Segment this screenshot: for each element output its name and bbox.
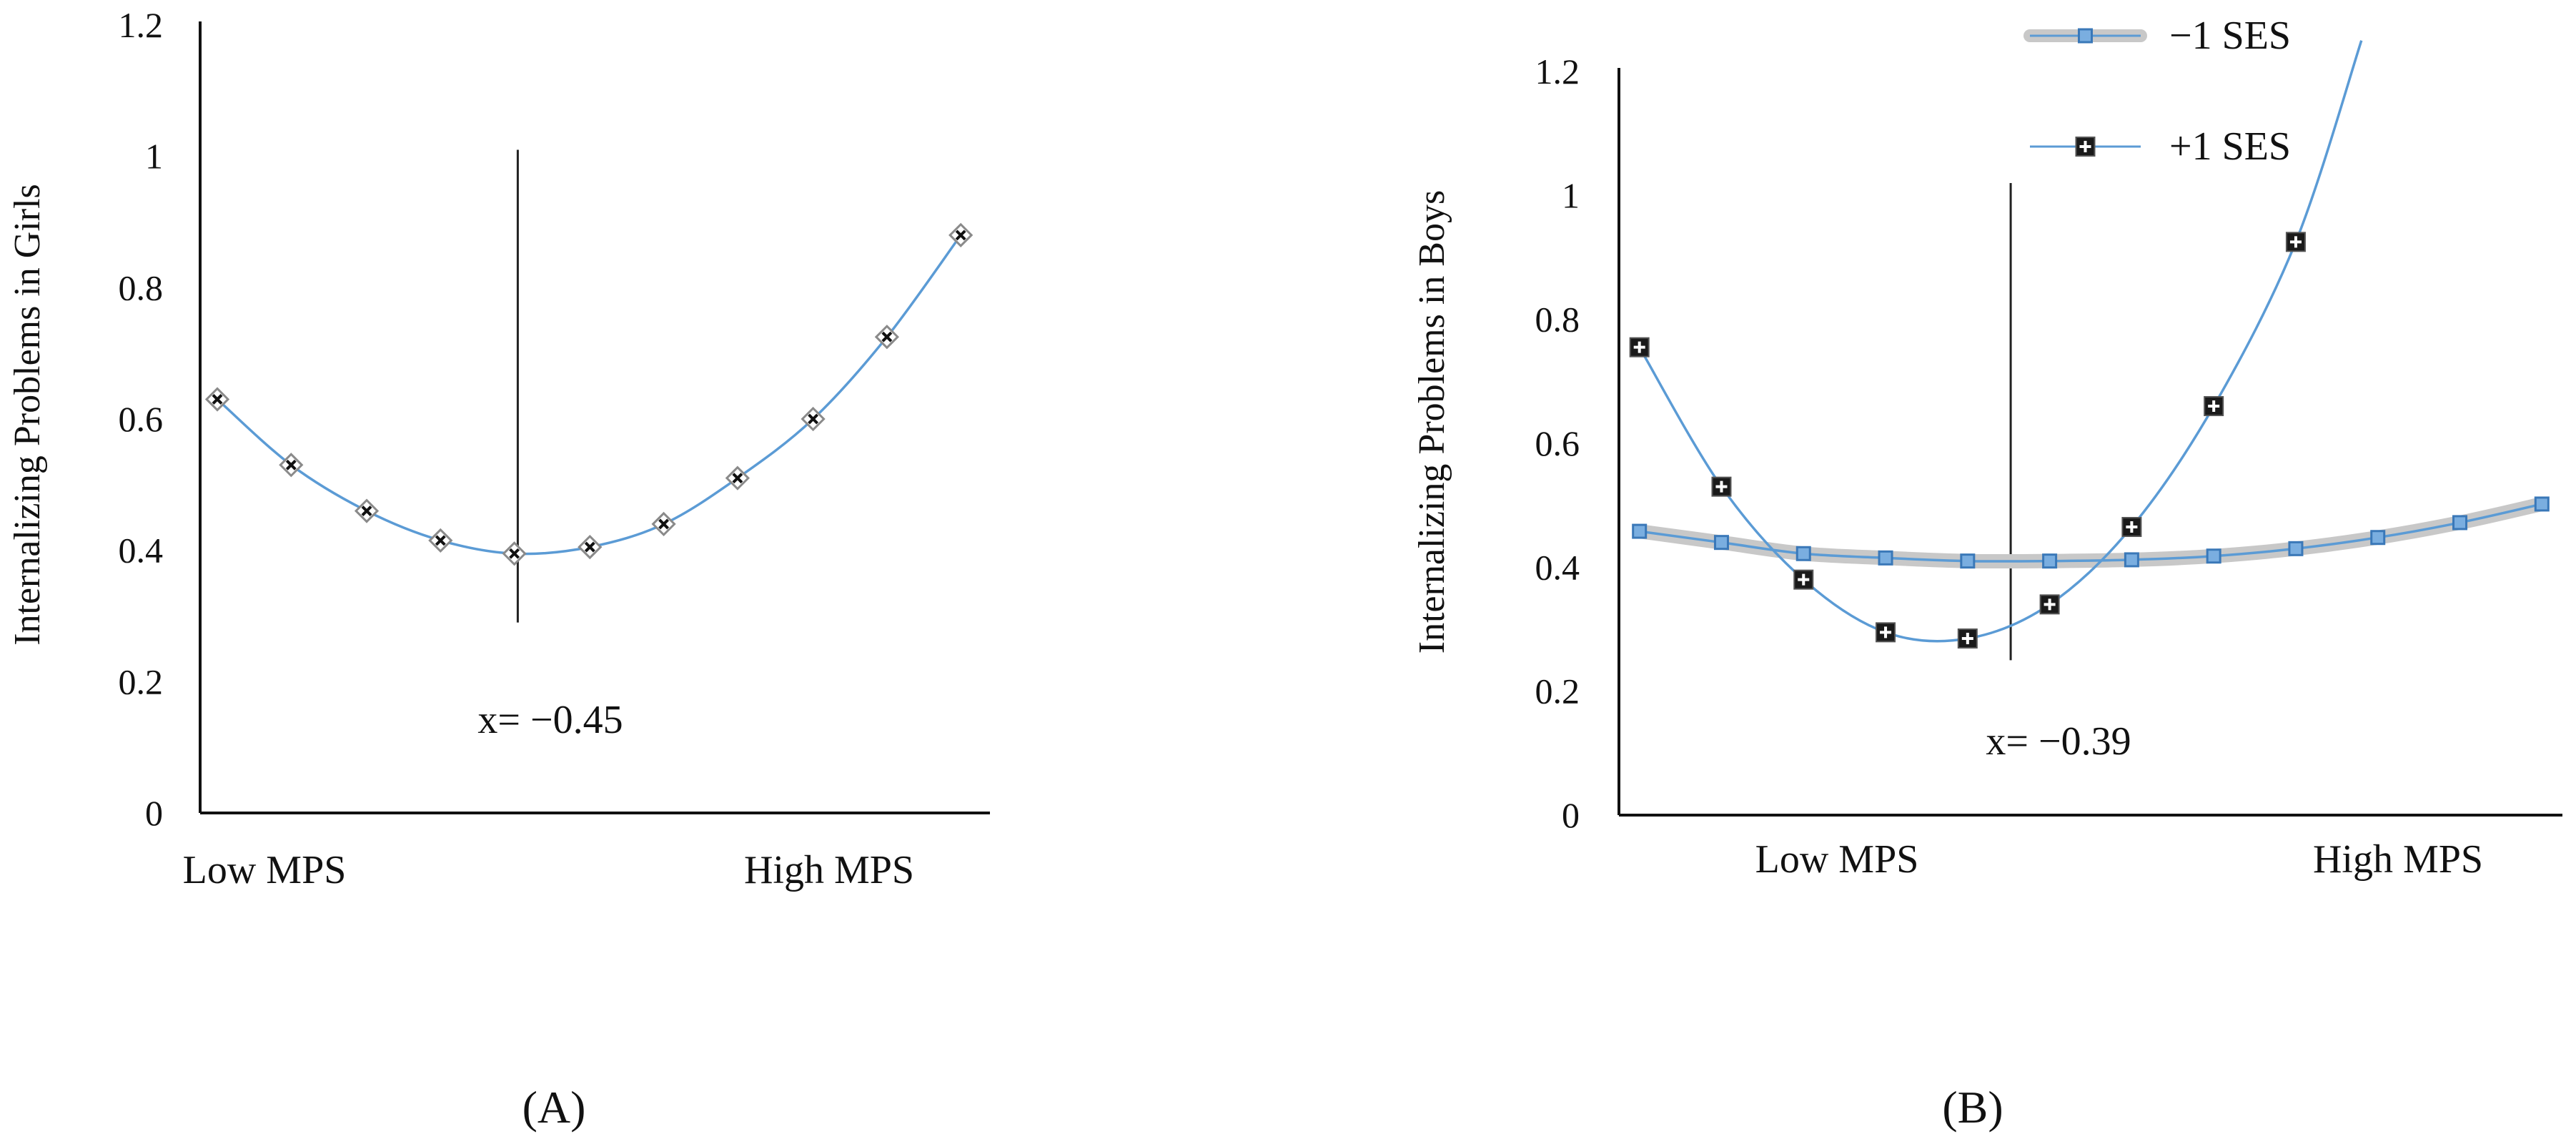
series-minus-ses-point-11 bbox=[2535, 498, 2548, 511]
legend-minus-ses-point-0 bbox=[2079, 29, 2092, 42]
series-minus-ses-point-1 bbox=[1715, 536, 1728, 549]
series-girls-line bbox=[217, 235, 961, 554]
y-tick-label: 0.2 bbox=[1535, 671, 1580, 711]
vertex-annotation: x= −0.39 bbox=[1986, 719, 2131, 764]
x-category-label: Low MPS bbox=[1755, 837, 1919, 882]
y-tick-label: 0.6 bbox=[119, 399, 164, 439]
legend-label: +1 SES bbox=[2169, 124, 2291, 169]
series-minus-ses-point-0 bbox=[1633, 525, 1646, 538]
vertex-annotation: x= −0.45 bbox=[477, 698, 623, 742]
y-axis-label: Internalizing Problems in Boys bbox=[1412, 190, 1452, 654]
y-tick-label: 1 bbox=[145, 137, 163, 177]
chart-girls: 0 0.2 0.4 0.6 0.8 1 1.2 Internalizing Problems … bbox=[7, 5, 990, 892]
y-tick-label: 1 bbox=[1562, 175, 1580, 215]
y-tick-label: 0.2 bbox=[119, 661, 164, 701]
y-tick-label: 0.4 bbox=[119, 531, 164, 571]
series-minus-ses-point-4 bbox=[1961, 555, 1974, 568]
y-tick-label: 0.8 bbox=[1535, 300, 1580, 340]
x-category-label: Low MPS bbox=[183, 848, 347, 892]
panel-label-a: (A) bbox=[522, 1082, 586, 1133]
y-axis-label: Internalizing Problems in Girls bbox=[7, 184, 48, 646]
y-tick-label: 0 bbox=[1562, 795, 1580, 835]
series-minus-ses-point-7 bbox=[2207, 550, 2220, 563]
y-tick-label: 1.2 bbox=[1535, 51, 1580, 92]
panel-label-b: (B) bbox=[1942, 1082, 2003, 1133]
series-minus-ses-point-5 bbox=[2044, 555, 2056, 568]
chart-boys: 0 0.2 0.4 0.6 0.8 1 1.2 Internalizing Problems … bbox=[1412, 14, 2562, 882]
legend-label: −1 SES bbox=[2169, 14, 2291, 58]
y-tick-label: 0.6 bbox=[1535, 423, 1580, 463]
series-minus-ses-point-9 bbox=[2372, 531, 2384, 544]
y-tick-label: 1.2 bbox=[119, 5, 164, 45]
x-category-label: High MPS bbox=[744, 848, 914, 892]
series-minus-ses-point-2 bbox=[1797, 547, 1810, 560]
figure: 0 0.2 0.4 0.6 0.8 1 1.2 Internalizing Problems … bbox=[0, 0, 2576, 1139]
y-tick-label: 0.8 bbox=[119, 267, 164, 307]
series-minus-ses-point-10 bbox=[2454, 516, 2467, 529]
y-tick-label: 0.4 bbox=[1535, 547, 1580, 587]
series-minus-ses-point-8 bbox=[2289, 542, 2302, 555]
series-minus-ses-point-6 bbox=[2125, 553, 2138, 566]
series-minus-ses-point-3 bbox=[1879, 551, 1892, 564]
y-tick-label: 0 bbox=[145, 793, 163, 833]
x-category-label: High MPS bbox=[2313, 837, 2483, 882]
